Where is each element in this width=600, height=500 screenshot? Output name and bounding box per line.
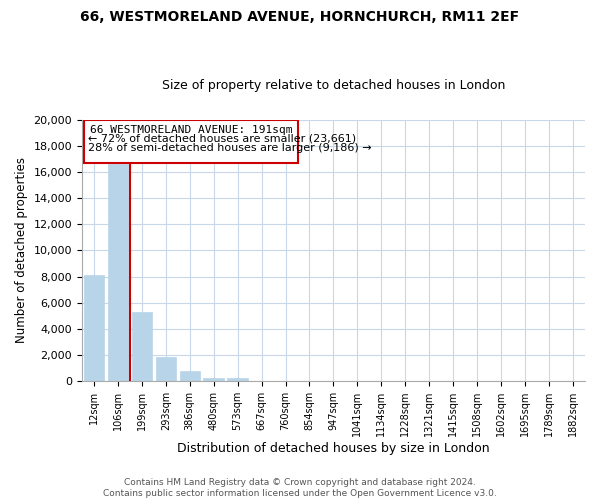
Bar bbox=[179, 371, 200, 381]
X-axis label: Distribution of detached houses by size in London: Distribution of detached houses by size … bbox=[177, 442, 490, 455]
Text: 66 WESTMORELAND AVENUE: 191sqm: 66 WESTMORELAND AVENUE: 191sqm bbox=[89, 125, 292, 135]
Text: ← 72% of detached houses are smaller (23,661): ← 72% of detached houses are smaller (23… bbox=[88, 134, 356, 144]
Text: 66, WESTMORELAND AVENUE, HORNCHURCH, RM11 2EF: 66, WESTMORELAND AVENUE, HORNCHURCH, RM1… bbox=[80, 10, 520, 24]
Y-axis label: Number of detached properties: Number of detached properties bbox=[15, 158, 28, 344]
Bar bbox=[203, 378, 224, 381]
Bar bbox=[131, 312, 152, 381]
Bar bbox=[155, 357, 176, 381]
Title: Size of property relative to detached houses in London: Size of property relative to detached ho… bbox=[162, 79, 505, 92]
Bar bbox=[227, 378, 248, 381]
Bar bbox=[83, 275, 104, 381]
Text: 28% of semi-detached houses are larger (9,186) →: 28% of semi-detached houses are larger (… bbox=[88, 143, 371, 153]
Bar bbox=[107, 164, 128, 381]
FancyBboxPatch shape bbox=[84, 120, 298, 162]
Text: Contains HM Land Registry data © Crown copyright and database right 2024.
Contai: Contains HM Land Registry data © Crown c… bbox=[103, 478, 497, 498]
